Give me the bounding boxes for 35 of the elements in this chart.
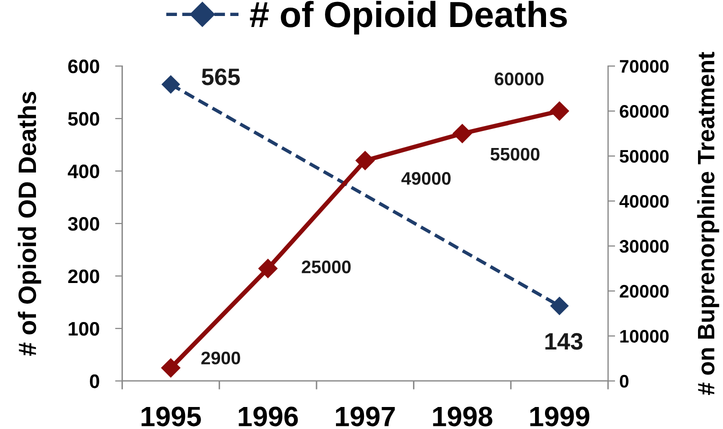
y-tick-label: 100 — [68, 322, 100, 336]
y-axis-title: # of Opioid OD Deaths — [18, 92, 42, 356]
y-tick-label: 200 — [68, 269, 100, 284]
data-label: 49000 — [401, 172, 451, 185]
point — [161, 358, 180, 378]
x-tick-label: 1996 — [238, 406, 298, 426]
y2-tick-label: 70000 — [620, 60, 669, 73]
y2-tick-label: 20000 — [620, 284, 669, 298]
point — [452, 124, 472, 144]
y-tick-label: 600 — [68, 60, 100, 74]
y2-tick-label: 30000 — [620, 240, 669, 253]
data-label: 25000 — [302, 260, 351, 274]
data-label: 143 — [545, 333, 582, 350]
legend-label: # of Opioid Deaths — [250, 0, 567, 35]
point — [258, 258, 278, 278]
y-tick-label: 0 — [90, 374, 100, 388]
point — [550, 102, 569, 121]
y-tick-label: 300 — [68, 216, 100, 231]
y-tick-label: 500 — [68, 112, 100, 126]
x-tick-label: 1995 — [142, 406, 201, 426]
y2-tick-label: 60000 — [620, 104, 669, 118]
x-tick-label: 1999 — [530, 406, 590, 426]
point — [356, 151, 375, 170]
data-label: 55000 — [490, 148, 540, 161]
x-tick-label: 1997 — [336, 406, 395, 426]
data-label: 60000 — [494, 72, 544, 86]
y2-axis-title: # on Buprenorphine Treatment — [697, 52, 720, 395]
y-tick-label: 400 — [68, 164, 100, 178]
y2-tick-label: 40000 — [619, 194, 669, 208]
data-label: 2900 — [201, 352, 240, 364]
y2-tick-label: 10000 — [620, 330, 669, 343]
y2-tick-label: 50000 — [620, 150, 669, 163]
data-label: 565 — [202, 68, 240, 86]
y2-tick-label: 0 — [620, 374, 628, 388]
x-tick-label: 1998 — [433, 406, 492, 426]
